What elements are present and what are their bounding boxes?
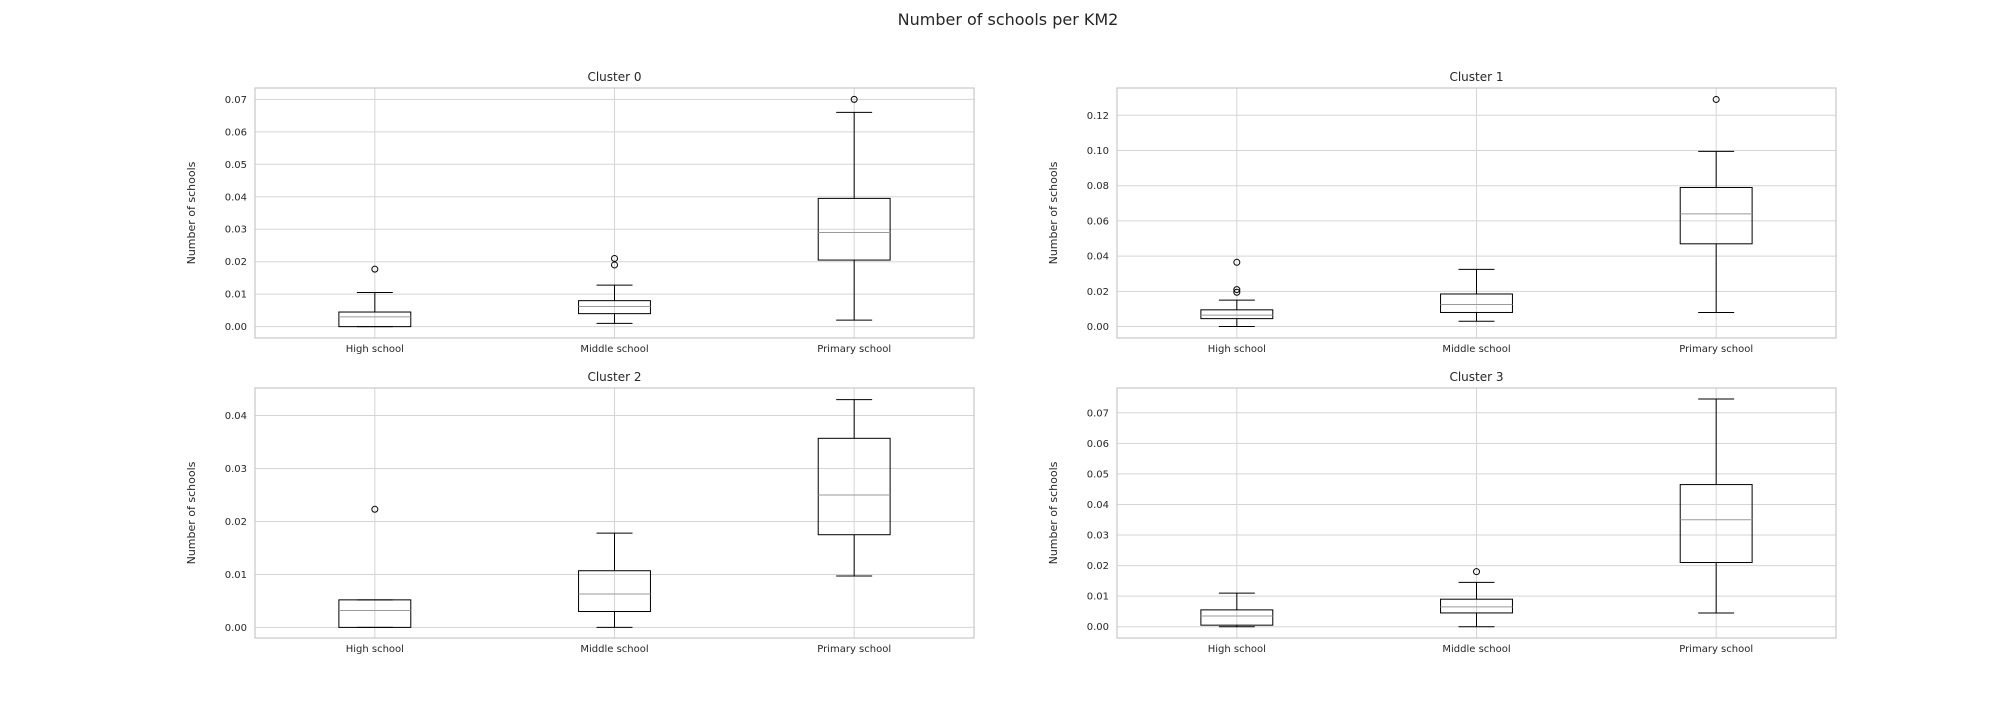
y-tick-label: 0.04 (225, 192, 247, 203)
box-iqr (817, 197, 891, 261)
x-tick-label: Middle school (580, 344, 648, 355)
y-tick-label: 0.07 (1087, 408, 1109, 419)
box-iqr (578, 300, 651, 315)
y-tick-label: 0.10 (1087, 146, 1109, 157)
x-tick-label: High school (346, 344, 404, 355)
panel-title: Cluster 0 (587, 70, 641, 84)
box-iqr (817, 437, 891, 536)
y-tick-label: 0.07 (225, 95, 247, 106)
figure-title: Number of schools per KM2 (897, 10, 1119, 29)
x-tick-label: High school (346, 644, 404, 655)
outlier-point (850, 95, 858, 103)
y-axis-label: Number of schools (1047, 461, 1060, 564)
x-tick-label: High school (1208, 644, 1266, 655)
outlier-point (1712, 95, 1720, 103)
box-iqr (1440, 598, 1513, 614)
y-tick-label: 0.02 (1087, 561, 1109, 572)
y-axis-label: Number of schools (185, 461, 198, 564)
outlier-point (371, 265, 379, 273)
x-tick-label: Middle school (1442, 644, 1510, 655)
box-iqr (338, 311, 412, 328)
y-tick-label: 0.00 (1087, 322, 1109, 333)
box-iqr (1679, 186, 1753, 245)
plot-area-frame (254, 387, 975, 639)
y-tick-label: 0.02 (225, 517, 247, 528)
outlier-point (1233, 288, 1241, 296)
y-tick-label: 0.06 (225, 127, 247, 138)
x-tick-label: Primary school (817, 644, 891, 655)
box-iqr (578, 570, 651, 613)
y-tick-label: 0.06 (1087, 439, 1109, 450)
x-tick-label: High school (1208, 344, 1266, 355)
x-tick-label: Middle school (580, 644, 648, 655)
y-tick-label: 0.00 (225, 623, 247, 634)
y-tick-label: 0.02 (225, 257, 247, 268)
y-tick-label: 0.01 (225, 570, 247, 581)
panel-title: Cluster 3 (1449, 370, 1503, 384)
y-tick-label: 0.05 (1087, 469, 1109, 480)
y-tick-label: 0.03 (1087, 531, 1109, 542)
y-axis-label: Number of schools (1047, 161, 1060, 264)
y-tick-label: 0.12 (1087, 111, 1109, 122)
y-tick-label: 0.00 (225, 322, 247, 333)
box-iqr (338, 599, 412, 628)
box-iqr (1679, 484, 1753, 564)
outlier-point (611, 254, 618, 262)
plot-area-frame (1116, 87, 1837, 339)
plot-area-frame (1116, 387, 1837, 639)
panel-title: Cluster 2 (587, 370, 641, 384)
outlier-point (1233, 258, 1241, 266)
y-tick-label: 0.08 (1087, 181, 1109, 192)
outlier-point (1233, 286, 1241, 294)
x-tick-label: Primary school (1679, 344, 1753, 355)
y-tick-label: 0.04 (1087, 252, 1109, 263)
outlier-point (371, 505, 379, 513)
x-tick-label: Primary school (1679, 644, 1753, 655)
panel-title: Cluster 1 (1449, 70, 1503, 84)
y-tick-label: 0.04 (1087, 500, 1109, 511)
y-tick-label: 0.03 (225, 464, 247, 475)
box-iqr (1440, 293, 1513, 313)
y-tick-label: 0.04 (225, 411, 247, 422)
x-tick-label: Middle school (1442, 344, 1510, 355)
box-iqr (1200, 309, 1274, 320)
box-iqr (1200, 609, 1274, 626)
y-tick-label: 0.06 (1087, 216, 1109, 227)
y-tick-label: 0.03 (225, 225, 247, 236)
y-tick-label: 0.01 (1087, 592, 1109, 603)
plot-area-frame (254, 87, 975, 339)
y-axis-label: Number of schools (185, 161, 198, 264)
y-tick-label: 0.05 (225, 160, 247, 171)
y-tick-label: 0.01 (225, 290, 247, 301)
outlier-point (1473, 568, 1480, 576)
y-tick-label: 0.00 (1087, 622, 1109, 633)
y-tick-label: 0.02 (1087, 287, 1109, 298)
x-tick-label: Primary school (817, 344, 891, 355)
